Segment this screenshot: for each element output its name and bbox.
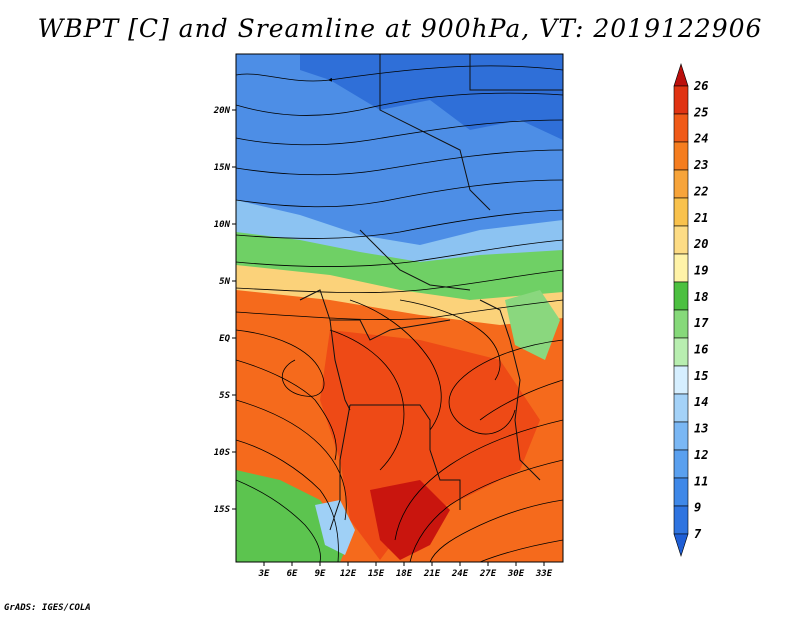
colorbar-label: 21	[693, 211, 708, 225]
lon-tick-label: 33E	[535, 569, 553, 579]
yellow-band	[236, 265, 563, 330]
lon-axis: 3E 6E 9E 12E 15E 18E 21E 24E 27E 30E 33E	[258, 562, 553, 579]
colorbar-swatch	[673, 253, 689, 283]
colorbar-label: 24	[693, 132, 708, 146]
colorbar-label: 14	[694, 395, 708, 409]
colorbar-label: 7	[694, 527, 702, 541]
credit-label: GrADS: IGES/COLA	[4, 603, 91, 613]
colorbar-label: 17	[694, 316, 709, 330]
country-borders	[299, 54, 563, 531]
page-title: WBPT [C] and Sreamline at 900hPa, VT: 20…	[37, 14, 763, 43]
hottest-spot	[370, 480, 450, 560]
colorbar-label: 18	[694, 290, 708, 304]
south-west-blue-patch	[315, 500, 355, 555]
lat-tick-label: 15N	[214, 163, 231, 173]
colorbar-bottom-arrow	[673, 533, 689, 557]
green-band	[236, 232, 563, 310]
lon-tick-label: 27E	[479, 569, 497, 579]
colorbar-swatch	[673, 309, 689, 339]
colorbar-label: 11	[694, 474, 708, 488]
lat-tick-label: 10N	[214, 220, 231, 230]
colorbar: 26 25 24 23 22 21 20 19 18 17 16 15 14 13 12 11 9 7	[673, 63, 709, 557]
lat-tick-label: 20N	[213, 106, 231, 116]
lon-tick-label: 18E	[396, 569, 413, 579]
lon-tick-label: 30E	[507, 569, 525, 579]
colorbar-swatch	[673, 449, 689, 479]
colorbar-swatch	[673, 281, 689, 311]
colorbar-label: 15	[694, 369, 708, 383]
colorbar-swatch	[673, 421, 689, 451]
lon-tick-label: 15E	[368, 569, 385, 579]
colorbar-swatch	[673, 393, 689, 423]
colorbar-label: 25	[693, 105, 708, 119]
colorbar-label: 23	[693, 158, 708, 172]
lon-tick-label: 6E	[287, 569, 298, 579]
colorbar-swatch	[673, 141, 689, 171]
colorbar-label: 16	[694, 343, 708, 357]
colorbar-label: 9	[694, 501, 701, 515]
lon-tick-label: 21E	[423, 569, 441, 579]
colorbar-swatch	[673, 365, 689, 395]
colorbar-swatch	[673, 505, 689, 535]
lat-axis: 20N 15N 10N 5N EQ 5S 10S 15S	[213, 106, 236, 515]
colorbar-swatch	[673, 225, 689, 255]
colorbar-label: 19	[694, 263, 708, 277]
lat-tick-label: 5N	[219, 277, 230, 287]
colorbar-swatch	[673, 477, 689, 507]
lat-tick-label: EQ	[219, 334, 230, 344]
map-panel	[236, 54, 563, 562]
lat-tick-label: 5S	[219, 391, 230, 401]
lon-tick-label: 12E	[340, 569, 357, 579]
lat-tick-label: 10S	[214, 448, 231, 458]
colorbar-swatch	[673, 85, 689, 115]
colorbar-swatch	[673, 197, 689, 227]
lat-tick-label: 15S	[214, 505, 231, 515]
map-frame	[235, 53, 564, 563]
colorbar-label: 20	[693, 237, 708, 251]
colorbar-label: 26	[693, 79, 708, 93]
south-west-cool-region	[236, 470, 350, 562]
colorbar-swatch	[673, 337, 689, 367]
lon-tick-label: 24E	[451, 569, 469, 579]
colorbar-label: 22	[693, 184, 708, 198]
colorbar-label: 12	[694, 448, 708, 462]
lon-tick-label: 9E	[315, 569, 326, 579]
streamlines	[236, 65, 563, 562]
colorbar-swatch	[673, 169, 689, 199]
colorbar-top-arrow	[673, 63, 689, 87]
colorbar-swatch	[673, 113, 689, 143]
colorbar-label: 13	[694, 422, 708, 436]
lon-tick-label: 3E	[258, 569, 270, 579]
